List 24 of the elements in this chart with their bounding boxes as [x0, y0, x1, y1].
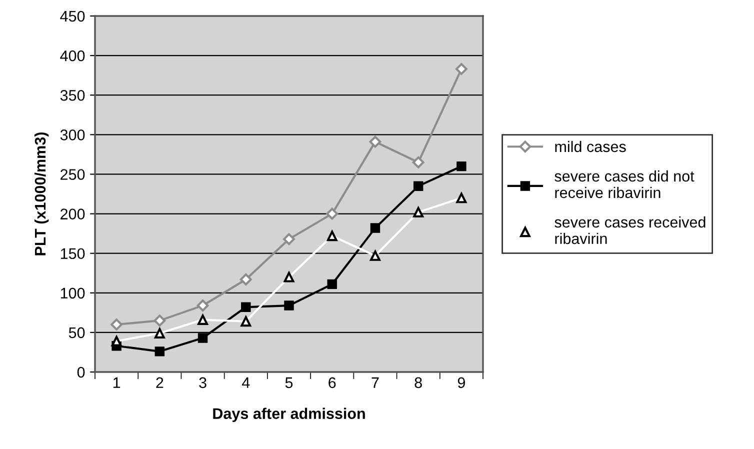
y-tick-label: 100 — [60, 288, 85, 299]
y-tick-label: 0 — [77, 366, 85, 378]
legend-label: severe cases received ribavirin — [554, 216, 706, 244]
x-tick-label: 1 — [113, 377, 120, 388]
legend-label: mild cases — [555, 140, 626, 152]
y-tick-label: 300 — [60, 130, 85, 140]
x-tick-label: 4 — [242, 377, 250, 388]
x-tick-label: 8 — [414, 377, 422, 388]
x-axis-title: Days after admission — [213, 408, 365, 422]
x-tick-label: 5 — [285, 377, 293, 388]
x-tick-label: 7 — [372, 377, 379, 388]
y-tick-label: 50 — [68, 327, 85, 338]
x-tick-label: 9 — [458, 377, 465, 388]
legend-label: severe cases did not receive ribavirin — [554, 170, 694, 198]
y-tick-label: 350 — [60, 90, 85, 101]
x-tick-label: 3 — [199, 377, 206, 388]
y-tick-label: 150 — [60, 248, 85, 260]
y-tick-label: 250 — [60, 169, 85, 180]
y-tick-label: 200 — [60, 208, 85, 220]
x-tick-label: 2 — [156, 377, 164, 388]
y-axis-title: PLT (x1000/mm3) — [34, 132, 49, 256]
y-tick-label: 400 — [60, 50, 85, 62]
x-tick-label: 6 — [328, 377, 336, 388]
y-tick-label: 450 — [60, 10, 85, 22]
